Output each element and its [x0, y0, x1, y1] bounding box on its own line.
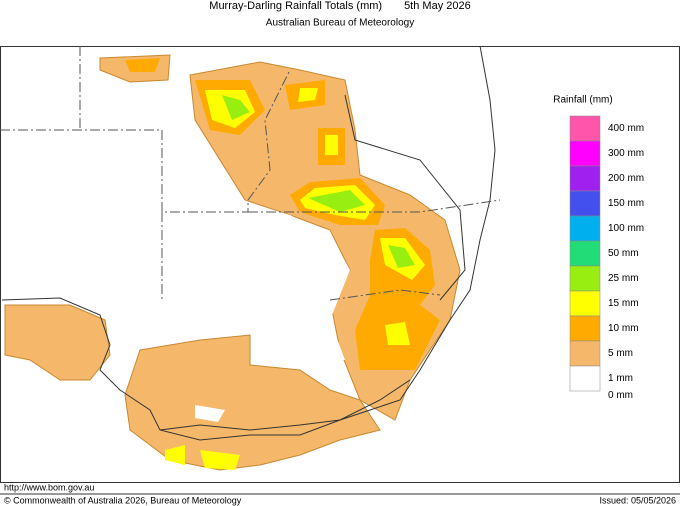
date-text: 5th May 2026 [404, 0, 471, 12]
legend-label: 100 mm [608, 223, 644, 234]
rain-area [385, 322, 410, 345]
no-rain [160, 200, 350, 360]
legend-swatch [569, 365, 601, 392]
issued: Issued: 05/05/2026 [599, 495, 676, 505]
legend-label: 400 mm [608, 123, 644, 134]
legend-swatch [569, 165, 601, 192]
url: http://www.bom.gov.au [4, 482, 94, 492]
legend-label: 1 mm [608, 373, 633, 384]
legend-swatch [569, 265, 601, 292]
rain-area [165, 445, 240, 470]
rain-area [222, 95, 250, 120]
legend-swatch [569, 290, 601, 317]
legend-label: 25 mm [608, 273, 639, 284]
legend-label: 0 mm [608, 390, 633, 401]
legend-swatch [569, 240, 601, 267]
legend-swatch [569, 190, 601, 217]
rain-area [125, 58, 160, 72]
legend-swatch [569, 340, 601, 367]
legend-swatch [569, 115, 601, 142]
legend: 400 mm 300 mm 200 mm 150 mm 100 mm 50 mm 25 mm… [569, 115, 644, 401]
coastline [1, 45, 496, 441]
rain-map [0, 45, 501, 471]
rain-area [388, 245, 415, 268]
rain-area [325, 135, 338, 155]
copyright: © Commonwealth of Australia 2026, Bureau… [4, 495, 242, 505]
legend-swatch [569, 140, 601, 167]
title-text: Murray-Darling Rainfall Totals (mm) [209, 0, 382, 12]
state-border [79, 46, 501, 301]
legend-swatch [569, 315, 601, 342]
title: Murray-Darling Rainfall Totals (mm) 5th M… [209, 0, 470, 12]
legend-label: 200 mm [608, 173, 644, 184]
legend-title: Rainfall (mm) [553, 95, 612, 106]
legend-label: 10 mm [608, 323, 639, 334]
no-rain [195, 405, 225, 422]
rain-area [124, 334, 381, 471]
legend-label: 300 mm [608, 148, 644, 159]
state-border [0, 69, 291, 213]
subtitle: Australian Bureau of Meteorology [266, 18, 414, 29]
basin-boundary [159, 94, 466, 431]
rain-area [308, 190, 365, 212]
rain-area [4, 304, 111, 381]
legend-label: 5 mm [608, 348, 633, 359]
legend-label: 15 mm [608, 298, 639, 309]
legend-label: 50 mm [608, 248, 639, 259]
legend-label: 150 mm [608, 198, 644, 209]
rain-area [298, 88, 318, 102]
legend-swatch [569, 215, 601, 242]
